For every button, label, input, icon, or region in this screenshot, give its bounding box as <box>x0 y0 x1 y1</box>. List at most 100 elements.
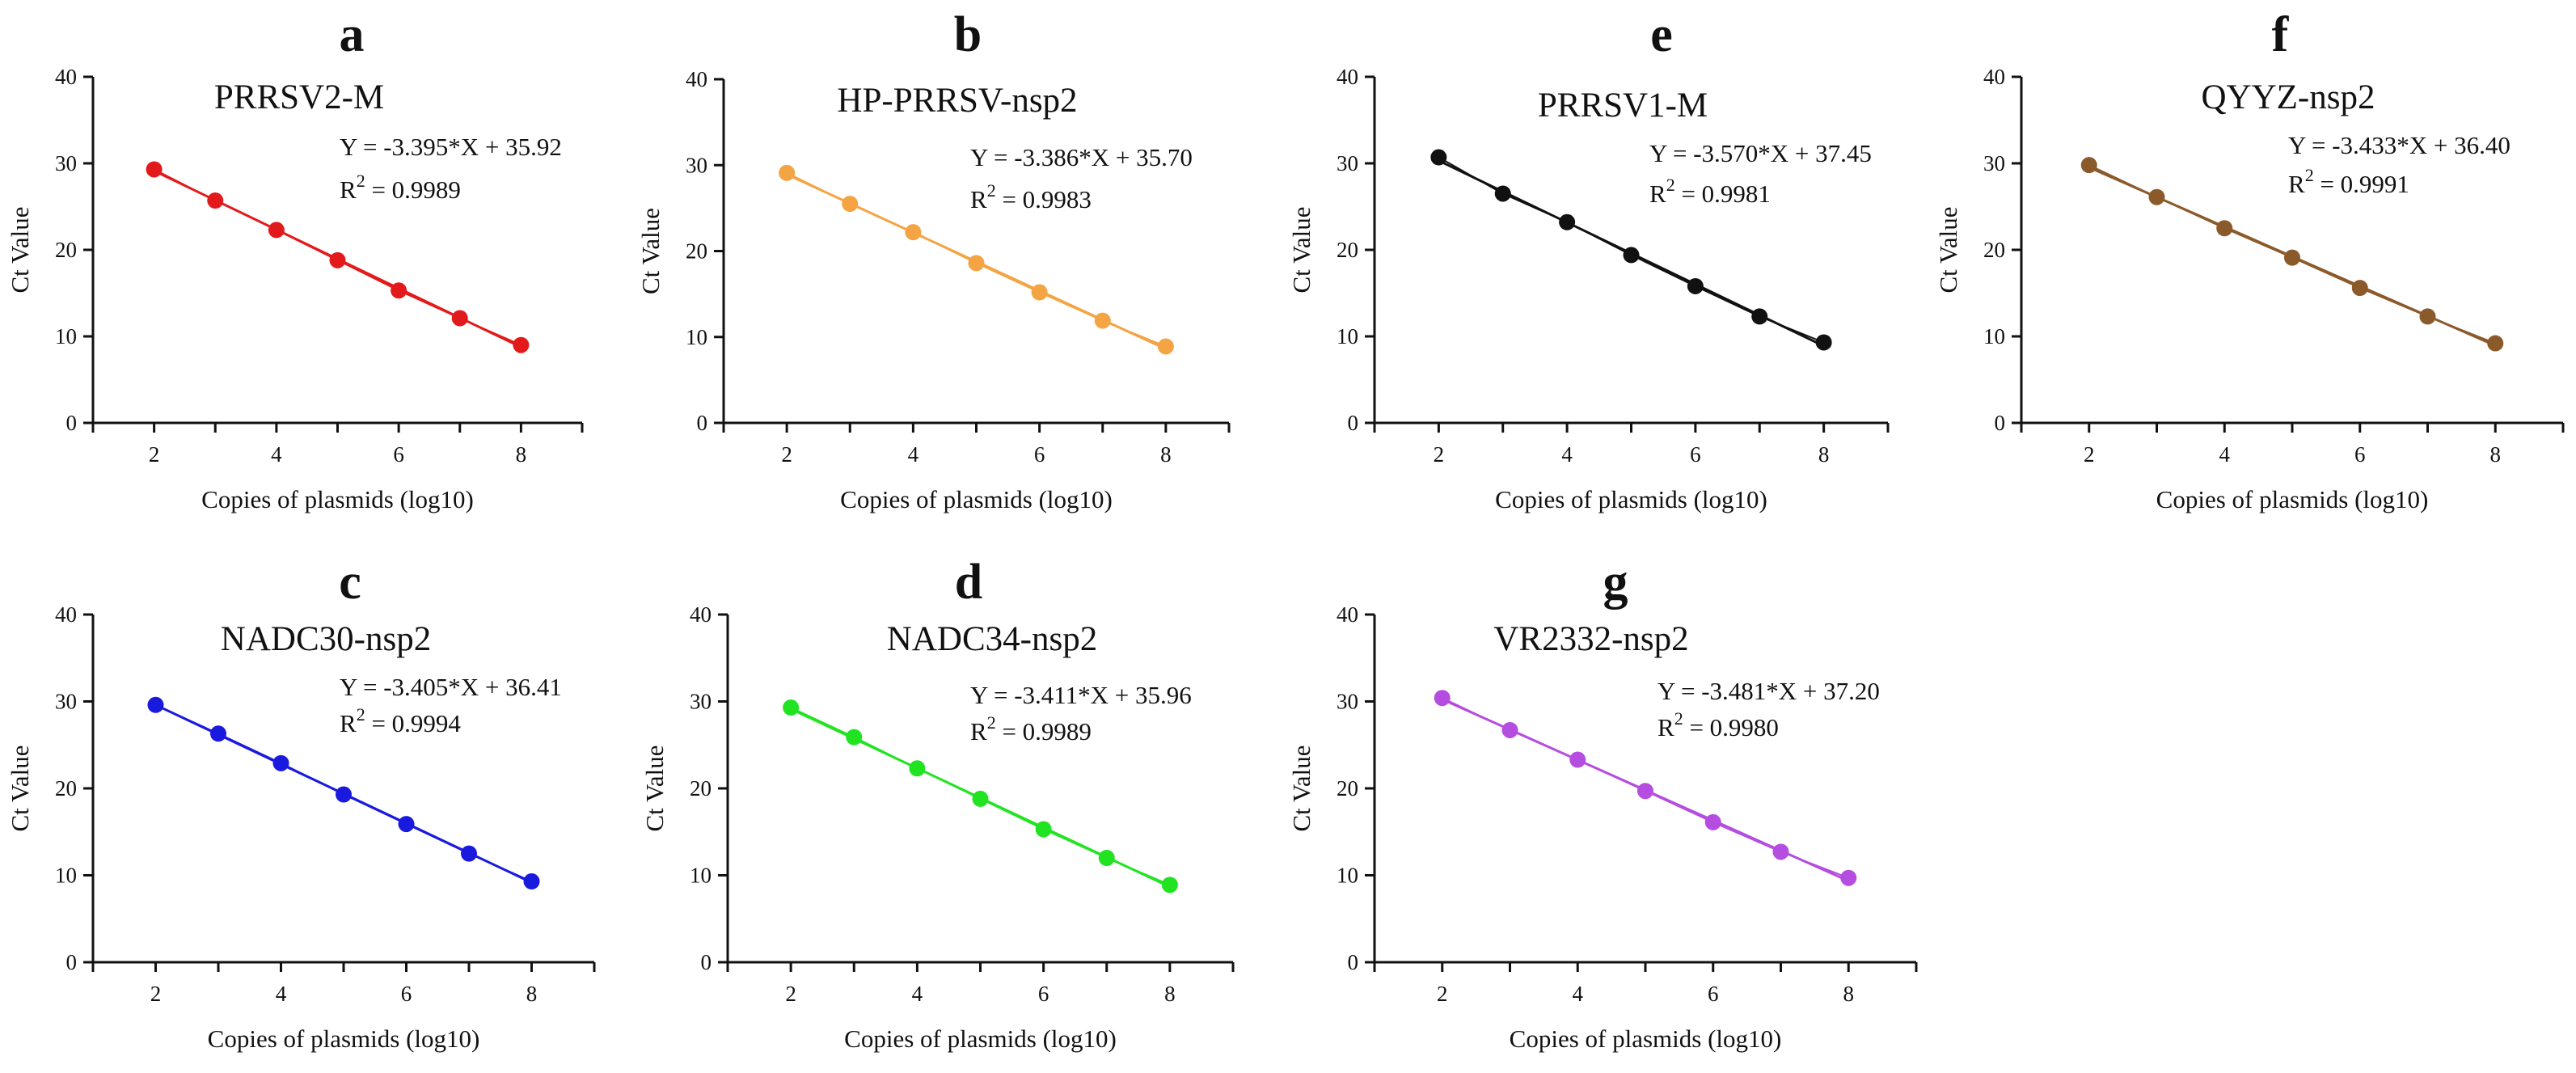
x-axis-label: Copies of plasmids (log10) <box>2156 485 2429 513</box>
chart-panel-c: c NADC30-nsp2 0 10 20 30 40 2 4 6 8 Copies of plasm… <box>6 555 596 1053</box>
data-point <box>461 845 477 862</box>
regression-equation: Y = -3.433*X + 36.40 <box>2288 131 2511 159</box>
x-tick-label: 6 <box>2354 442 2366 467</box>
data-point <box>905 224 922 241</box>
x-tick-label: 8 <box>2490 442 2502 467</box>
data-point <box>972 790 989 807</box>
chart-title: VR2332-nsp2 <box>1493 620 1688 658</box>
regression-equation: Y = -3.405*X + 36.41 <box>340 673 562 701</box>
y-tick-label: 30 <box>1337 690 1358 714</box>
data-point <box>2080 157 2097 174</box>
regression-equation: Y = -3.570*X + 37.45 <box>1649 139 1872 167</box>
y-tick-label: 30 <box>690 690 712 714</box>
x-tick-label: 2 <box>781 442 792 467</box>
x-tick-label: 8 <box>1818 442 1830 467</box>
data-point <box>1031 284 1048 301</box>
data-point <box>1623 247 1640 264</box>
y-tick-label: 40 <box>1337 65 1358 89</box>
data-point <box>1772 843 1789 860</box>
x-tick-label: 6 <box>1690 442 1701 467</box>
x-tick-label: 8 <box>1843 982 1855 1006</box>
data-point <box>1501 721 1518 738</box>
y-axis-label: Ct Value <box>640 745 669 831</box>
chart-panel-a: a PRRSV2-M 0 10 20 30 40 2 4 6 8 Copies of plasmids… <box>6 7 584 513</box>
x-tick-label: 8 <box>1160 442 1172 467</box>
data-point <box>1494 185 1511 202</box>
y-tick-label: 30 <box>1337 151 1358 175</box>
panel-letter: f <box>2272 7 2290 62</box>
y-tick-label: 0 <box>1348 411 1359 435</box>
chart-title: PRRSV1-M <box>1538 87 1708 125</box>
data-point <box>523 873 540 890</box>
y-tick-label: 30 <box>55 151 77 175</box>
y-axis-label: Ct Value <box>6 745 34 831</box>
x-tick-label: 2 <box>2084 442 2095 467</box>
regression-equation: Y = -3.411*X + 35.96 <box>970 681 1192 709</box>
data-point <box>968 255 985 272</box>
data-point <box>779 164 796 181</box>
y-tick-label: 40 <box>1337 602 1358 627</box>
panel-letter: d <box>955 555 982 610</box>
chart-panel-b: b HP-PRRSV-nsp2 0 10 20 30 40 2 4 6 8 Copies of pla… <box>636 7 1231 513</box>
chart-title: PRRSV2-M <box>214 78 384 116</box>
data-point <box>1434 690 1451 707</box>
y-tick-label: 20 <box>55 776 77 801</box>
panel-letter: g <box>1603 555 1628 610</box>
y-tick-label: 0 <box>701 950 712 974</box>
data-point <box>2487 335 2504 352</box>
x-tick-label: 6 <box>393 442 404 467</box>
data-point <box>1157 338 1174 355</box>
data-point <box>842 196 859 213</box>
y-tick-label: 20 <box>55 238 77 262</box>
data-point <box>1430 149 1447 166</box>
y-tick-label: 20 <box>1337 238 1358 262</box>
x-tick-label: 4 <box>2219 442 2231 467</box>
data-point <box>1569 751 1586 768</box>
data-point <box>783 699 800 716</box>
x-axis-label: Copies of plasmids (log10) <box>201 485 474 513</box>
x-tick-label: 2 <box>1434 442 1445 467</box>
r-squared: R2 = 0.9994 <box>340 704 461 737</box>
x-tick-label: 6 <box>1708 982 1719 1006</box>
x-tick-label: 8 <box>516 442 527 467</box>
data-point <box>1687 277 1704 294</box>
x-tick-label: 6 <box>1034 442 1045 467</box>
data-point <box>210 725 226 742</box>
chart-title: QYYZ-nsp2 <box>2202 78 2375 116</box>
data-point <box>846 729 863 746</box>
data-point <box>329 251 346 268</box>
panel-letter: b <box>954 7 982 62</box>
y-tick-label: 30 <box>686 153 707 177</box>
data-point <box>2148 188 2165 205</box>
x-axis-label: Copies of plasmids (log10) <box>840 485 1113 513</box>
data-point <box>451 310 468 327</box>
y-axis-label: Ct Value <box>1287 745 1315 831</box>
chart-panel-g: g VR2332-nsp2 0 10 20 30 40 2 4 6 8 Copies of plasm… <box>1287 555 1918 1053</box>
data-point <box>2216 220 2233 237</box>
x-tick-label: 8 <box>1164 982 1176 1006</box>
y-tick-label: 10 <box>1337 864 1358 888</box>
data-point <box>2284 249 2300 266</box>
data-point <box>272 754 289 771</box>
r-squared: R2 = 0.9989 <box>340 171 461 204</box>
x-axis-label: Copies of plasmids (log10) <box>208 1024 480 1053</box>
regression-equation: Y = -3.386*X + 35.70 <box>970 143 1193 171</box>
r-squared: R2 = 0.9983 <box>970 180 1092 213</box>
y-tick-label: 10 <box>1337 324 1358 349</box>
r-squared: R2 = 0.9989 <box>970 712 1092 746</box>
y-tick-label: 20 <box>690 776 712 801</box>
data-point <box>146 161 163 178</box>
y-tick-label: 10 <box>55 324 77 349</box>
y-axis-label: Ct Value <box>636 208 665 294</box>
x-tick-label: 6 <box>1038 982 1049 1006</box>
r-squared: R2 = 0.9980 <box>1658 708 1779 741</box>
regression-equation: Y = -3.395*X + 35.92 <box>340 133 562 161</box>
regression-equation: Y = -3.481*X + 37.20 <box>1658 677 1880 705</box>
y-tick-label: 20 <box>686 239 707 264</box>
x-tick-label: 4 <box>271 442 282 467</box>
data-point <box>513 336 530 353</box>
data-point <box>1559 213 1576 230</box>
chart-panel-f: f QYYZ-nsp2 0 10 20 30 40 2 4 6 8 Copies of plasmid… <box>1934 7 2565 513</box>
panel-letter: a <box>340 7 365 62</box>
